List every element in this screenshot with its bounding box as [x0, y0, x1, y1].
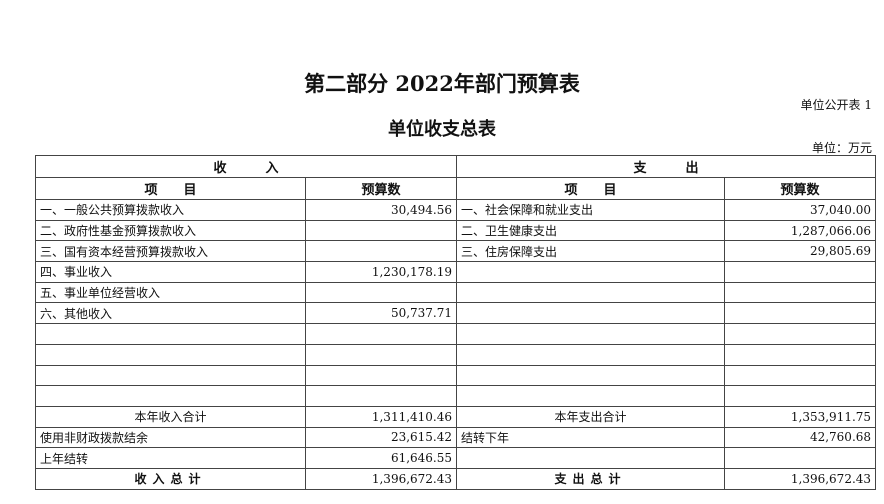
income-item: 本年收入合计	[35, 405, 306, 428]
table-row: 二、政府性基金预算拨款收入 二、卫生健康支出 1,287,066.06	[35, 219, 877, 242]
income-value	[304, 343, 458, 366]
unit-label: 单位：万元	[811, 141, 872, 155]
table-number: 单位公开表 1	[800, 98, 872, 112]
expense-item: 一、社会保障和就业支出	[456, 199, 726, 221]
column-header-row: 项 目 预算数 项 目 预算数	[35, 177, 877, 200]
expense-item	[456, 261, 726, 283]
income-value: 1,230,178.19	[304, 261, 458, 283]
expense-value: 37,040.00	[724, 199, 877, 221]
expense-item	[456, 385, 726, 407]
expense-item	[456, 447, 726, 469]
table-row: 上年结转 61,646.55	[35, 447, 877, 469]
expense-item: 二、卫生健康支出	[456, 219, 726, 242]
expense-value: 1,287,066.06	[724, 219, 877, 242]
income-value: 1,311,410.46	[304, 405, 458, 428]
expense-value: 1,396,672.43	[724, 467, 877, 490]
expense-item	[456, 302, 726, 325]
expense-item	[456, 364, 726, 387]
expense-budget-header: 预算数	[724, 177, 877, 200]
income-value	[304, 364, 458, 387]
income-item-header: 项 目	[35, 177, 306, 200]
income-value: 61,646.55	[304, 447, 458, 469]
section-header-row: 收 入 支 出	[34, 155, 877, 178]
expense-value	[724, 323, 877, 345]
income-item: 五、事业单位经营收入	[35, 281, 306, 304]
income-value: 30,494.56	[304, 199, 458, 221]
income-item: 收入总计	[35, 467, 306, 490]
income-item: 上年结转	[35, 447, 306, 469]
income-value	[304, 323, 458, 345]
table-row	[35, 343, 877, 366]
expense-item	[456, 343, 726, 366]
income-item	[35, 323, 306, 345]
expense-item: 本年支出合计	[456, 405, 726, 428]
income-item: 六、其他收入	[35, 302, 306, 325]
table-row: 六、其他收入 50,737.71	[35, 302, 877, 325]
income-item	[35, 343, 306, 366]
table-row: 使用非财政拨款结余 23,615.42 结转下年 42,760.68	[35, 426, 877, 449]
expense-value	[724, 447, 877, 469]
income-value	[304, 281, 458, 304]
table-row: 三、国有资本经营预算拨款收入 三、住房保障支出 29,805.69	[35, 240, 877, 263]
expense-item: 支出总计	[456, 467, 726, 490]
table-title: 单位收支总表	[388, 119, 496, 140]
table-row	[35, 385, 877, 407]
income-value	[304, 219, 458, 242]
income-header: 收 入	[34, 155, 458, 178]
income-value: 23,615.42	[304, 426, 458, 449]
total-row: 收入总计 1,396,672.43 支出总计 1,396,672.43	[35, 467, 877, 490]
expense-value	[724, 343, 877, 366]
income-value: 1,396,672.43	[304, 467, 458, 490]
expense-value: 29,805.69	[724, 240, 877, 263]
income-item: 使用非财政拨款结余	[35, 426, 306, 449]
expense-item: 结转下年	[456, 426, 726, 449]
expense-value	[724, 385, 877, 407]
expense-value	[724, 364, 877, 387]
expense-value	[724, 281, 877, 304]
income-item	[35, 364, 306, 387]
expense-value: 1,353,911.75	[724, 405, 877, 428]
income-item: 四、事业收入	[35, 261, 306, 283]
page-title: 第二部分 2022年部门预算表	[304, 71, 580, 96]
budget-table: 收 入 支 出 项 目 预算数 项 目 预算数 一、一般公共预算拨款收入 30,4…	[34, 155, 877, 490]
expense-item-header: 项 目	[456, 177, 726, 200]
table-row: 四、事业收入 1,230,178.19	[35, 261, 877, 283]
expense-header: 支 出	[456, 155, 877, 178]
table-row: 五、事业单位经营收入	[35, 281, 877, 304]
expense-value: 42,760.68	[724, 426, 877, 449]
table-row: 一、一般公共预算拨款收入 30,494.56 一、社会保障和就业支出 37,040.0…	[35, 199, 877, 221]
subtotal-row: 本年收入合计 1,311,410.46 本年支出合计 1,353,911.75	[35, 405, 877, 428]
income-item: 三、国有资本经营预算拨款收入	[35, 240, 306, 263]
income-item	[35, 385, 306, 407]
income-value	[304, 240, 458, 263]
income-item: 二、政府性基金预算拨款收入	[35, 219, 306, 242]
expense-item	[456, 281, 726, 304]
expense-value	[724, 261, 877, 283]
expense-item	[456, 323, 726, 345]
expense-item: 三、住房保障支出	[456, 240, 726, 263]
income-item: 一、一般公共预算拨款收入	[35, 199, 306, 221]
income-value: 50,737.71	[304, 302, 458, 325]
income-value	[304, 385, 458, 407]
expense-value	[724, 302, 877, 325]
income-budget-header: 预算数	[304, 177, 458, 200]
table-row	[35, 323, 877, 345]
table-row	[35, 364, 877, 387]
